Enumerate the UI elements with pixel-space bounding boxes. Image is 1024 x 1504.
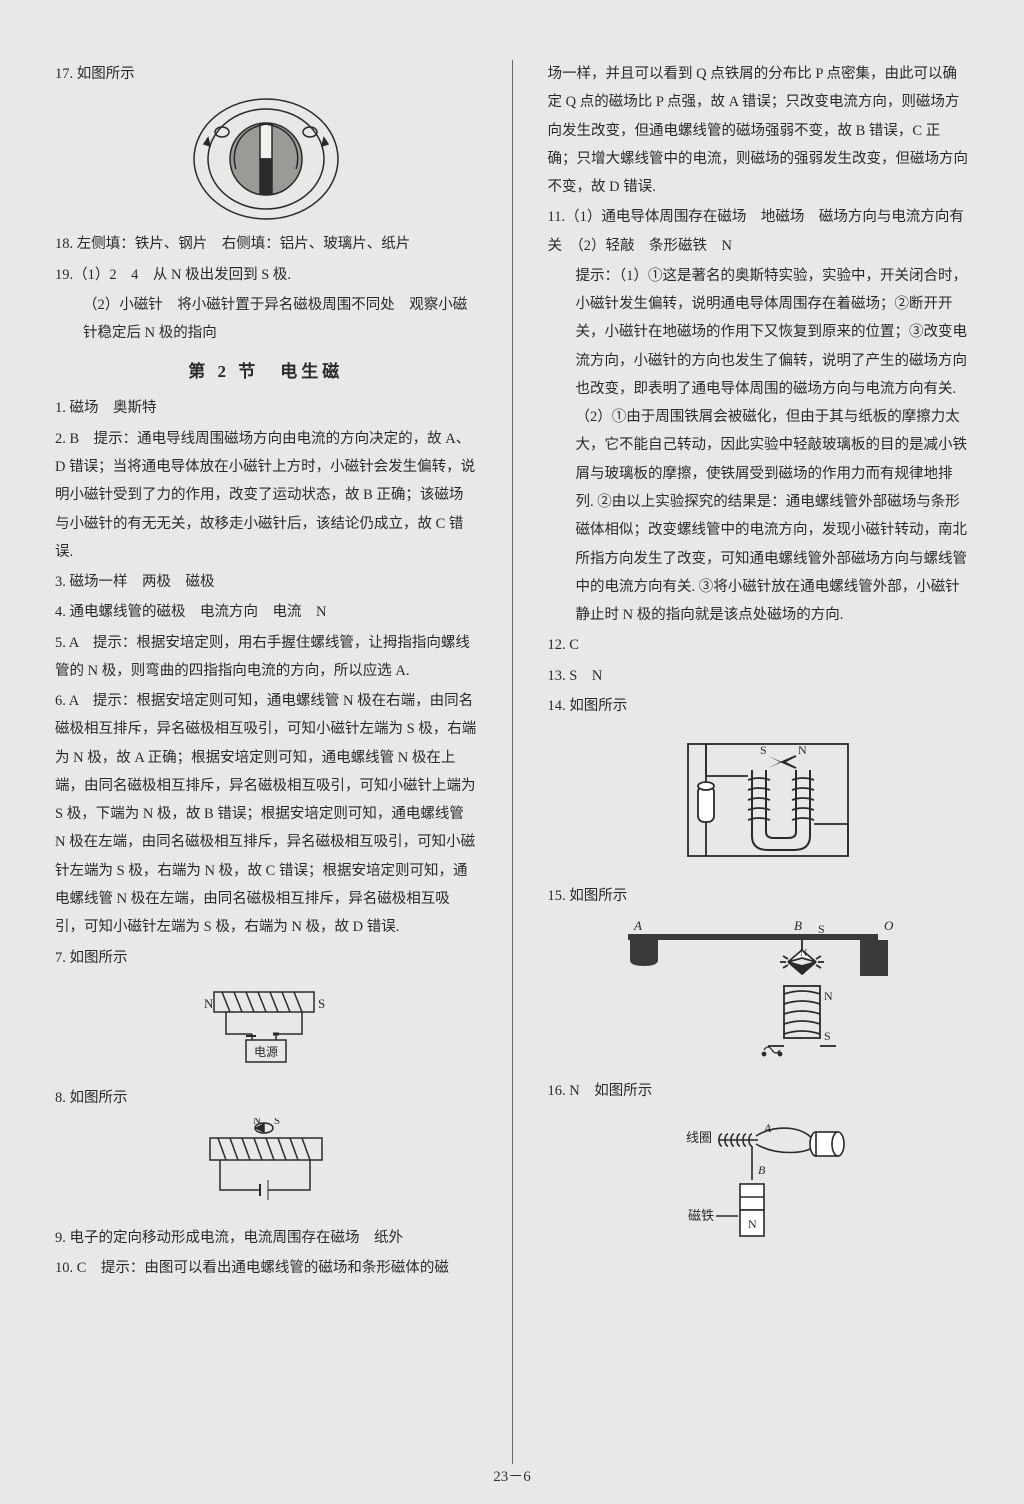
q11b: 提示：（1）①这是著名的奥斯特实验，实验中，开关闭合时，小磁针发生偏转，说明通电… (548, 262, 970, 629)
q14: 14. 如图所示 (548, 692, 970, 720)
q1: 1. 磁场 奥斯特 (55, 394, 477, 422)
q19a: 19.（1）2 4 从 N 极出发回到 S 极. (55, 261, 477, 289)
column-divider (512, 60, 513, 1464)
q10: 10. C 提示：由图可以看出通电螺线管的磁场和条形磁体的磁 (55, 1254, 477, 1282)
q6: 6. A 提示：根据安培定则可知，通电螺线管 N 极在右端，由同名磁极相互排斥，… (55, 687, 477, 941)
svg-text:A: A (763, 1121, 772, 1135)
svg-text:N: N (204, 996, 214, 1011)
q10-cont: 场一样，并且可以看到 Q 点铁屑的分布比 P 点密集，由此可以确定 Q 点的磁场… (548, 60, 970, 201)
q18: 18. 左侧填：铁片、钢片 右侧填：铝片、玻璃片、纸片 (55, 230, 477, 258)
q16: 16. N 如图所示 (548, 1077, 970, 1105)
svg-text:S: S (760, 743, 767, 757)
svg-text:N: N (824, 989, 833, 1003)
figure-16: 线圈 A B N 磁铁 (548, 1112, 970, 1257)
q11a: 11.（1）通电导体周围存在磁场 地磁场 磁场方向与电流方向有关 （2）轻敲 条… (548, 203, 970, 260)
q12: 12. C (548, 631, 970, 659)
q13: 13. S N (548, 662, 970, 690)
figure-7: N S 电源 (55, 978, 477, 1078)
svg-text:S: S (800, 966, 806, 977)
section-title: 第 2 节 电生磁 (55, 355, 477, 388)
svg-text:O: O (884, 918, 894, 933)
left-column: 17. 如图所示 18. 左侧填：铁片、钢片 右侧填：铝片、玻 (55, 60, 477, 1464)
q7: 7. 如图所示 (55, 944, 477, 972)
figure-8: N S (55, 1118, 477, 1218)
svg-text:磁铁: 磁铁 (688, 1208, 714, 1223)
q4: 4. 通电螺线管的磁极 电流方向 电流 N (55, 598, 477, 626)
figure-15: A O B S N S (548, 916, 970, 1071)
q9: 9. 电子的定向移动形成电流，电流周围存在磁场 纸外 (55, 1224, 477, 1252)
svg-text:S: S (318, 996, 325, 1011)
page-number: 23－6 (0, 1465, 1024, 1486)
q2: 2. B 提示：通电导线周围磁场方向由电流的方向决定的，故 A、D 错误；当将通… (55, 425, 477, 566)
svg-text:S: S (818, 922, 825, 936)
q15: 15. 如图所示 (548, 882, 970, 910)
svg-text:N: N (253, 1118, 261, 1127)
svg-text:S: S (274, 1118, 280, 1127)
svg-text:N: N (798, 743, 807, 757)
svg-text:B: B (794, 918, 802, 933)
svg-text:B: B (758, 1163, 766, 1177)
q3: 3. 磁场一样 两极 磁极 (55, 568, 477, 596)
right-column: 场一样，并且可以看到 Q 点铁屑的分布比 P 点密集，由此可以确定 Q 点的磁场… (548, 60, 970, 1464)
figure-14: S N (548, 726, 970, 876)
q17: 17. 如图所示 (55, 60, 477, 88)
q19b: （2）小磁针 将小磁针置于异名磁极周围不同处 观察小磁针稳定后 N 极的指向 (55, 291, 477, 348)
svg-text:线圈: 线圈 (686, 1130, 712, 1145)
figure-17 (55, 94, 477, 224)
svg-text:电源: 电源 (254, 1045, 278, 1059)
q8: 8. 如图所示 (55, 1084, 477, 1112)
q5: 5. A 提示：根据安培定则，用右手握住螺线管，让拇指指向螺线管的 N 极，则弯… (55, 629, 477, 686)
svg-text:A: A (633, 918, 642, 933)
svg-text:S: S (824, 1029, 831, 1043)
svg-text:N: N (800, 948, 807, 959)
svg-text:N: N (748, 1217, 757, 1231)
